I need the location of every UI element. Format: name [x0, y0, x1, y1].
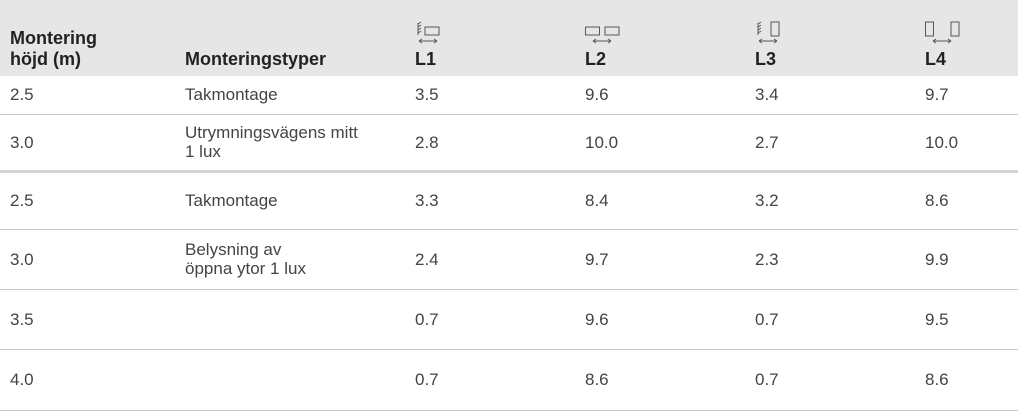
table-cell: 0.7: [405, 349, 575, 411]
layout-icon: [585, 26, 620, 44]
cell-text: 2.5: [10, 191, 34, 210]
header-cell: L3: [745, 0, 915, 76]
header-text: Montering höjd (m): [10, 28, 97, 69]
table-cell: 9.9: [915, 229, 1018, 290]
table-cell: [175, 349, 405, 411]
table-row: 3.0 Utrymningsvägens mitt 1 lux 2.8 10.0 2.7…: [0, 114, 1018, 173]
table-cell: Utrymningsvägens mitt 1 lux: [175, 114, 405, 173]
cell-text: 3.0: [10, 132, 34, 152]
header-row: Montering höjd (m) Monteringstyper L1 L2…: [0, 0, 1018, 76]
cell-text: Takmontage: [185, 191, 278, 210]
table-cell: 8.6: [575, 349, 745, 411]
cell-text: 9.7: [585, 249, 609, 269]
cell-text: 9.7: [925, 85, 949, 105]
header-text: L4: [925, 49, 947, 69]
cell-text: 2.3: [755, 249, 779, 269]
header-cell: L2: [575, 0, 745, 76]
layout-icon: [925, 21, 960, 44]
header-cell: L1: [405, 0, 575, 76]
table-cell: 3.2: [745, 171, 915, 230]
cell-text: 0.7: [415, 309, 439, 329]
cell-text: 0.7: [415, 370, 439, 389]
table-body: 2.5 Takmontage 3.5 9.6 3.4 9.7 3.0 Utrymningsvä…: [0, 76, 1018, 411]
table-cell: Belysning av öppna ytor 1 lux: [175, 229, 405, 290]
table-cell: 0.7: [405, 289, 575, 350]
table-cell: 8.6: [915, 171, 1018, 230]
cell-text: 10.0: [585, 132, 619, 152]
cell-text: 2.4: [415, 249, 439, 269]
layout-icon: [757, 21, 780, 44]
cell-text: 10.0: [925, 132, 959, 152]
table-cell: 9.7: [915, 76, 1018, 115]
table-cell: 3.4: [745, 76, 915, 115]
table-cell: 3.5: [405, 76, 575, 115]
table-cell: 2.7: [745, 114, 915, 173]
table-row: 2.5 Takmontage 3.3 8.4 3.2 8.6: [0, 171, 1018, 230]
table-cell: 2.5: [0, 171, 175, 230]
table-cell: Takmontage: [175, 76, 405, 115]
cell-text: 8.6: [925, 370, 949, 389]
cell-text: 9.6: [585, 309, 609, 329]
table-row: 4.0 0.7 8.6 0.7 8.6: [0, 349, 1018, 411]
cell-text: 3.4: [755, 85, 779, 105]
cell-text: Takmontage: [185, 85, 278, 105]
cell-text: 9.6: [585, 85, 609, 105]
cell-text: 3.2: [755, 191, 779, 210]
header-text: Monteringstyper: [185, 49, 327, 69]
table-cell: 8.4: [575, 171, 745, 230]
table-cell: 2.5: [0, 76, 175, 115]
table-cell: Takmontage: [175, 171, 405, 230]
header-text: L1: [415, 49, 437, 69]
cell-text: 0.7: [755, 370, 779, 389]
cell-text: 9.5: [925, 309, 949, 329]
cell-text: 8.4: [585, 191, 609, 210]
layout-icon: [417, 21, 440, 44]
cell-text: 2.8: [415, 132, 439, 152]
cell-text: 3.5: [10, 309, 34, 329]
cell-text: 3.0: [10, 249, 34, 269]
cell-text: Belysning av öppna ytor 1 lux: [185, 240, 306, 278]
cell-text: 3.5: [415, 85, 439, 105]
cell-text: Utrymningsvägens mitt 1 lux: [185, 123, 358, 161]
cell-text: 2.5: [10, 85, 34, 105]
cell-text: 0.7: [755, 309, 779, 329]
table-cell: 3.5: [0, 289, 175, 350]
table-cell: 3.0: [0, 114, 175, 173]
table-cell: 2.8: [405, 114, 575, 173]
table-cell: 9.5: [915, 289, 1018, 350]
table-row: 2.5 Takmontage 3.5 9.6 3.4 9.7: [0, 76, 1018, 115]
table-cell: 2.3: [745, 229, 915, 290]
table-cell: 0.7: [745, 289, 915, 350]
cell-text: 2.7: [755, 132, 779, 152]
cell-text: 4.0: [10, 370, 34, 389]
header-text: L3: [755, 49, 777, 69]
table-row: 3.5 0.7 9.6 0.7 9.5: [0, 289, 1018, 350]
header-cell: Montering höjd (m): [0, 0, 175, 76]
table-row: 3.0 Belysning av öppna ytor 1 lux 2.4 9.7 2.…: [0, 229, 1018, 290]
table-cell: [175, 289, 405, 350]
header-cell: Monteringstyper: [175, 0, 405, 76]
cell-text: 9.9: [925, 249, 949, 269]
table-cell: 2.4: [405, 229, 575, 290]
table-cell: 4.0: [0, 349, 175, 411]
table-cell: 3.3: [405, 171, 575, 230]
table-cell: 9.7: [575, 229, 745, 290]
table-cell: 8.6: [915, 349, 1018, 411]
table-cell: 0.7: [745, 349, 915, 411]
table-cell: 10.0: [915, 114, 1018, 173]
table-cell: 10.0: [575, 114, 745, 173]
cell-text: 3.3: [415, 191, 439, 210]
table-cell: 3.0: [0, 229, 175, 290]
table-cell: 9.6: [575, 76, 745, 115]
header-cell: L4: [915, 0, 1018, 76]
cell-text: 8.6: [585, 370, 609, 389]
table-cell: 9.6: [575, 289, 745, 350]
header-text: L2: [585, 49, 607, 69]
cell-text: 8.6: [925, 191, 949, 210]
